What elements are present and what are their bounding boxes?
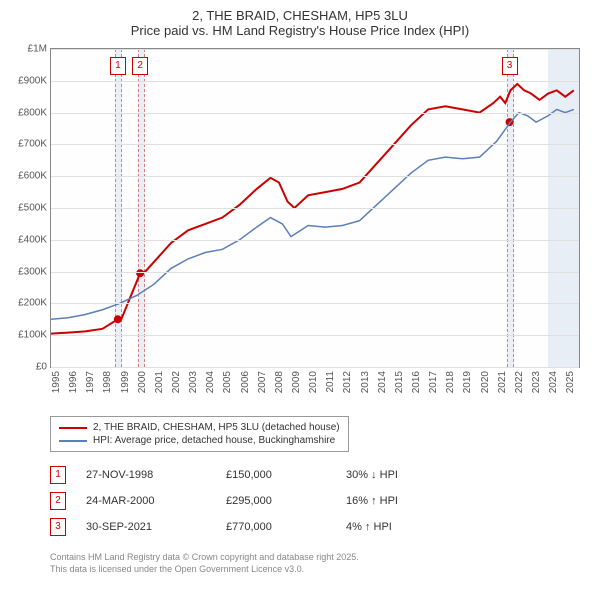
legend-box: 2, THE BRAID, CHESHAM, HP5 3LU (detached…: [50, 416, 349, 452]
event-badge: 2: [132, 57, 148, 75]
gridline: [51, 367, 579, 368]
title-block: 2, THE BRAID, CHESHAM, HP5 3LU Price pai…: [0, 0, 600, 44]
x-tick-label: 2007: [257, 371, 268, 393]
footer: Contains HM Land Registry data © Crown c…: [50, 552, 359, 575]
event-date: 30-SEP-2021: [86, 521, 226, 533]
event-delta: 16% ↑ HPI: [346, 495, 446, 507]
gridline: [51, 240, 579, 241]
x-tick-label: 2025: [565, 371, 576, 393]
gridline: [51, 335, 579, 336]
y-tick-label: £700K: [18, 139, 47, 150]
event-row: 1 27-NOV-1998£150,00030% ↓ HPI: [50, 462, 446, 488]
event-price: £770,000: [226, 521, 346, 533]
y-tick-label: £600K: [18, 171, 47, 182]
x-tick-label: 1996: [68, 371, 79, 393]
gridline: [51, 81, 579, 82]
x-tick-label: 2015: [394, 371, 405, 393]
x-tick-label: 2016: [411, 371, 422, 393]
y-tick-label: £0: [36, 362, 47, 373]
x-tick-label: 2020: [480, 371, 491, 393]
event-date: 24-MAR-2000: [86, 495, 226, 507]
chart-area: £0£100K£200K£300K£400K£500K£600K£700K£80…: [50, 48, 580, 368]
x-tick-label: 2019: [462, 371, 473, 393]
x-tick-label: 2005: [222, 371, 233, 393]
x-tick-label: 2001: [154, 371, 165, 393]
y-tick-label: £100K: [18, 330, 47, 341]
event-row-badge: 3: [50, 518, 66, 536]
x-tick-label: 1995: [51, 371, 62, 393]
gridline: [51, 49, 579, 50]
x-tick-label: 1998: [102, 371, 113, 393]
chart-container: 2, THE BRAID, CHESHAM, HP5 3LU Price pai…: [0, 0, 600, 590]
x-tick-label: 2024: [548, 371, 559, 393]
x-tick-label: 2022: [514, 371, 525, 393]
footer-line-2: This data is licensed under the Open Gov…: [50, 564, 359, 576]
x-tick-label: 2014: [377, 371, 388, 393]
y-tick-label: £1M: [28, 44, 47, 55]
x-tick-label: 2003: [188, 371, 199, 393]
series-line-hpi: [51, 109, 574, 319]
legend-item: HPI: Average price, detached house, Buck…: [59, 434, 340, 447]
gridline: [51, 144, 579, 145]
y-tick-label: £900K: [18, 75, 47, 86]
gridline: [51, 208, 579, 209]
title-line-1: 2, THE BRAID, CHESHAM, HP5 3LU: [0, 8, 600, 23]
legend-swatch: [59, 440, 87, 442]
event-row: 3 30-SEP-2021£770,0004% ↑ HPI: [50, 514, 446, 540]
x-tick-label: 2006: [240, 371, 251, 393]
x-tick-label: 2018: [445, 371, 456, 393]
y-tick-label: £400K: [18, 234, 47, 245]
event-delta: 4% ↑ HPI: [346, 521, 446, 533]
event-badge: 3: [502, 57, 518, 75]
x-tick-label: 2000: [137, 371, 148, 393]
x-tick-label: 2012: [342, 371, 353, 393]
x-tick-label: 2013: [360, 371, 371, 393]
gridline: [51, 113, 579, 114]
event-delta: 30% ↓ HPI: [346, 469, 446, 481]
x-tick-label: 2009: [291, 371, 302, 393]
x-tick-label: 2004: [205, 371, 216, 393]
event-price: £295,000: [226, 495, 346, 507]
x-tick-label: 1997: [85, 371, 96, 393]
title-line-2: Price paid vs. HM Land Registry's House …: [0, 23, 600, 38]
events-table: 1 27-NOV-1998£150,00030% ↓ HPI 2 24-MAR-200…: [50, 462, 446, 540]
y-tick-label: £300K: [18, 266, 47, 277]
footer-line-1: Contains HM Land Registry data © Crown c…: [50, 552, 359, 564]
gridline: [51, 176, 579, 177]
legend-item: 2, THE BRAID, CHESHAM, HP5 3LU (detached…: [59, 421, 340, 434]
legend-label: HPI: Average price, detached house, Buck…: [93, 435, 335, 446]
x-tick-label: 2011: [325, 371, 336, 393]
x-tick-label: 2021: [497, 371, 508, 393]
event-badge: 1: [110, 57, 126, 75]
x-tick-label: 2010: [308, 371, 319, 393]
x-tick-label: 2008: [274, 371, 285, 393]
y-tick-label: £200K: [18, 298, 47, 309]
y-tick-label: £500K: [18, 203, 47, 214]
x-tick-label: 2002: [171, 371, 182, 393]
event-row-badge: 2: [50, 492, 66, 510]
gridline: [51, 303, 579, 304]
y-tick-label: £800K: [18, 107, 47, 118]
x-tick-label: 2017: [428, 371, 439, 393]
gridline: [51, 272, 579, 273]
legend-swatch: [59, 427, 87, 429]
event-row-badge: 1: [50, 466, 66, 484]
event-date: 27-NOV-1998: [86, 469, 226, 481]
event-row: 2 24-MAR-2000£295,00016% ↑ HPI: [50, 488, 446, 514]
event-price: £150,000: [226, 469, 346, 481]
legend-label: 2, THE BRAID, CHESHAM, HP5 3LU (detached…: [93, 422, 340, 433]
x-tick-label: 2023: [531, 371, 542, 393]
x-tick-label: 1999: [120, 371, 131, 393]
